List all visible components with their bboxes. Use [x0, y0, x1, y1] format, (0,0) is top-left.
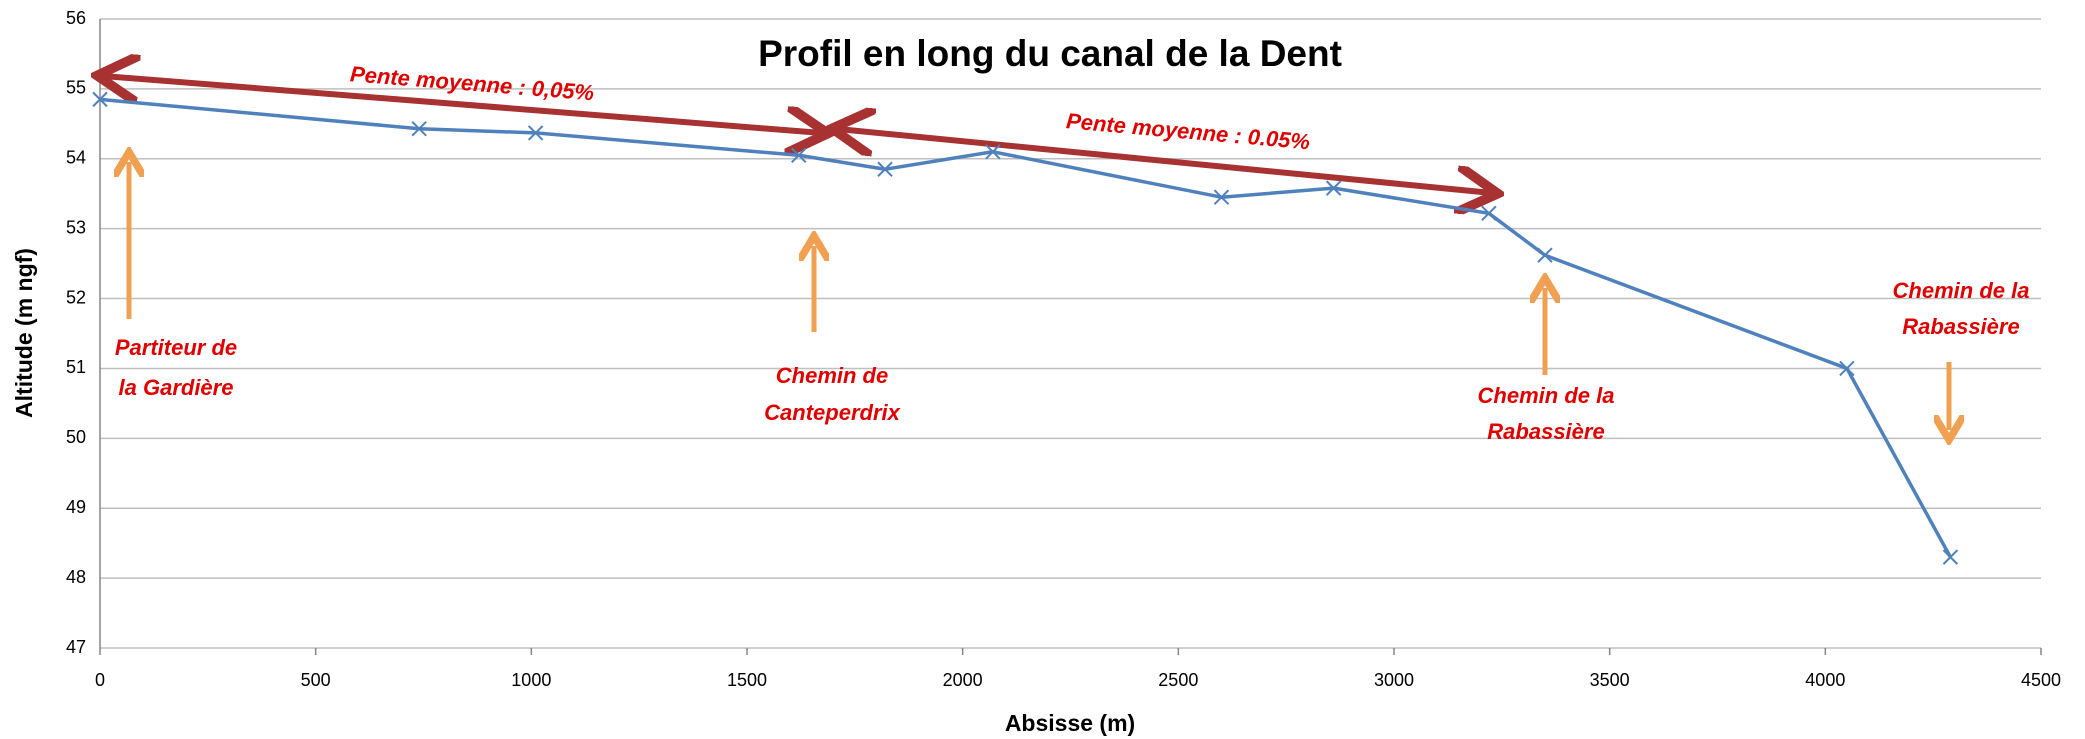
annotation: Rabassière — [1487, 419, 1604, 444]
y-axis-title: Altitude (m ngf) — [11, 248, 37, 418]
x-axis-title: Absisse (m) — [1005, 710, 1135, 736]
annotation: Rabassière — [1902, 314, 2019, 339]
slope-arrow — [103, 76, 822, 133]
data-point — [1325, 180, 1342, 196]
y-tick-label: 48 — [66, 567, 86, 587]
annotation: Canteperdrix — [764, 400, 900, 425]
x-tick-label: 1000 — [511, 670, 551, 690]
chart-title: Profil en long du canal de la Dent — [758, 33, 1342, 74]
data-point — [1481, 205, 1497, 221]
y-tick-label: 53 — [66, 217, 86, 237]
y-tick-label: 56 — [66, 8, 86, 28]
data-point — [985, 144, 1001, 160]
y-tick-label: 47 — [66, 637, 86, 657]
annotation: Partiteur de — [115, 335, 237, 360]
y-tick-label: 55 — [66, 78, 86, 98]
annotations: Pente moyenne : 0,05%Pente moyenne : 0.0… — [115, 61, 2030, 444]
data-point — [877, 161, 893, 177]
x-tick-label: 4000 — [1805, 670, 1845, 690]
x-tick-label: 2500 — [1158, 670, 1198, 690]
x-tick-label: 1500 — [727, 670, 767, 690]
x-tick-label: 3500 — [1590, 670, 1630, 690]
annotation: la Gardière — [119, 375, 234, 400]
x-tick-label: 4500 — [2021, 670, 2061, 690]
y-tick-label: 49 — [66, 497, 86, 517]
data-point — [791, 147, 807, 163]
data-point — [92, 91, 108, 108]
y-tick-label: 54 — [66, 148, 86, 168]
y-tick-label: 50 — [66, 427, 86, 447]
data-point — [411, 121, 427, 137]
annotation: Chemin de la — [1478, 383, 1615, 408]
x-tick-label: 2000 — [943, 670, 983, 690]
x-tick-label: 3000 — [1374, 670, 1414, 690]
data-point — [1839, 360, 1855, 377]
x-tick-label: 500 — [301, 670, 331, 690]
annotation: Chemin de — [776, 363, 888, 388]
x-tick-label: 0 — [95, 670, 105, 690]
y-tick-label: 51 — [66, 357, 86, 377]
data-point — [1213, 189, 1230, 205]
location-arrows — [129, 162, 1949, 430]
y-tick-label: 52 — [66, 287, 86, 307]
slope-arrow — [838, 129, 1492, 193]
grid: 47 48 49 50 51 52 53 54 55 56 0 500 1000 1500 2000 2500… — [66, 8, 2061, 690]
slope-arrows — [103, 76, 1492, 193]
data-point — [527, 125, 544, 141]
data-point — [1537, 247, 1553, 263]
annotation: Chemin de la — [1893, 278, 2030, 303]
data-point — [1942, 549, 1959, 565]
plot — [92, 91, 1959, 565]
data-line — [99, 97, 1952, 558]
annotation: Pente moyenne : 0.05% — [1065, 108, 1311, 154]
